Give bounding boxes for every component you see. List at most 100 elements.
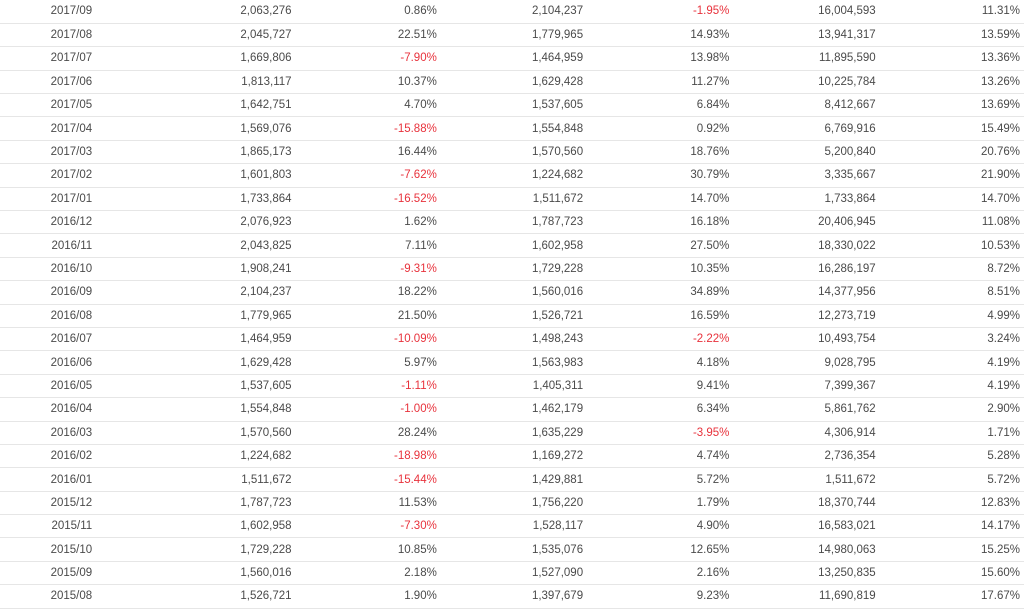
cumulative-cell: 13,941,317 [729,23,876,48]
value-b-cell: 1,787,723 [436,210,584,235]
value-a-cell: 1,729,228 [92,537,292,562]
cumulative-change-cell: 13.69% [875,93,1024,118]
value-a-cell: 1,570,560 [92,421,292,445]
month-cell: 2017/05 [0,93,93,118]
change-b-cell: -1.95% [583,0,730,24]
cumulative-cell: 5,200,840 [729,140,876,165]
cumulative-cell: 20,406,945 [729,210,876,235]
table-row: 2016/04 1,554,848 -1.00% 1,462,179 6.34% 5,86… [0,397,1024,422]
month-cell: 2016/04 [0,397,93,422]
change-b-cell: 4.74% [583,444,730,469]
change-b-cell: 9.41% [583,374,730,399]
value-a-cell: 2,104,237 [92,280,292,305]
change-b-cell: 6.84% [583,93,730,118]
table-row: 2016/09 2,104,237 18.22% 1,560,016 34.89% 14,… [0,280,1024,305]
table-row: 2017/06 1,813,117 10.37% 1,629,428 11.27% 10,… [0,70,1024,95]
table-row: 2016/06 1,629,428 5.97% 1,563,983 4.18% 9,028… [0,350,1024,375]
cumulative-change-cell: 5.28% [875,444,1024,469]
cumulative-change-cell: 12.83% [875,491,1024,516]
change-b-cell: -2.22% [583,327,730,352]
cumulative-change-cell: 5.72% [875,467,1024,492]
change-b-cell: 9.23% [583,584,730,609]
cumulative-change-cell: 17.67% [875,584,1024,609]
value-a-cell: 1,526,721 [92,584,292,609]
table-row: 2017/04 1,569,076 -15.88% 1,554,848 0.92% 6,7… [0,116,1024,141]
change-a-cell: -15.88% [291,116,437,141]
change-b-cell: 14.93% [583,23,730,48]
value-a-cell: 1,669,806 [92,46,292,71]
value-a-cell: 1,511,672 [92,467,292,492]
month-cell: 2017/07 [0,46,93,71]
change-b-cell: 2.16% [583,561,730,586]
table-row: 2016/01 1,511,672 -15.44% 1,429,881 5.72% 1,5… [0,467,1024,492]
value-a-cell: 1,464,959 [92,327,292,352]
month-cell: 2016/02 [0,444,93,469]
change-a-cell: 10.85% [291,537,437,562]
change-b-cell: 1.79% [583,491,730,516]
change-a-cell: -7.62% [291,163,437,188]
change-b-cell: 4.18% [583,350,730,375]
change-a-cell: 4.70% [291,93,437,118]
cumulative-cell: 1,733,864 [729,187,876,212]
table-row: 2015/10 1,729,228 10.85% 1,535,076 12.65% 14,… [0,537,1024,562]
value-a-cell: 2,043,825 [92,233,292,258]
month-cell: 2015/11 [0,514,93,539]
change-b-cell: 6.34% [583,397,730,422]
table-row: 2016/12 2,076,923 1.62% 1,787,723 16.18% 20,4… [0,210,1024,235]
value-a-cell: 1,865,173 [92,140,292,165]
cumulative-cell: 16,286,197 [729,257,876,282]
month-cell: 2016/07 [0,327,93,352]
value-b-cell: 2,104,237 [436,0,584,24]
cumulative-cell: 14,377,956 [729,280,876,305]
change-b-cell: 10.35% [583,257,730,282]
change-b-cell: 11.27% [583,70,730,95]
cumulative-change-cell: 11.08% [875,210,1024,235]
month-cell: 2016/06 [0,350,93,375]
cumulative-cell: 6,769,916 [729,116,876,141]
cumulative-cell: 10,225,784 [729,70,876,95]
month-cell: 2017/04 [0,116,93,141]
change-a-cell: -9.31% [291,257,437,282]
change-a-cell: 1.90% [291,584,437,609]
month-cell: 2016/01 [0,467,93,492]
table-row: 2017/02 1,601,803 -7.62% 1,224,682 30.79% 3,3… [0,163,1024,188]
value-b-cell: 1,629,428 [436,70,584,95]
change-a-cell: 2.18% [291,561,437,586]
value-a-cell: 1,554,848 [92,397,292,422]
month-cell: 2016/05 [0,374,93,399]
cumulative-cell: 2,736,354 [729,444,876,469]
value-b-cell: 1,635,229 [436,421,584,445]
month-cell: 2017/09 [0,0,93,24]
value-b-cell: 1,498,243 [436,327,584,352]
month-cell: 2016/11 [0,233,93,258]
change-b-cell: 18.76% [583,140,730,165]
value-a-cell: 1,224,682 [92,444,292,469]
table-row: 2015/09 1,560,016 2.18% 1,527,090 2.16% 13,25… [0,561,1024,586]
change-a-cell: 18.22% [291,280,437,305]
value-b-cell: 1,729,228 [436,257,584,282]
value-a-cell: 2,063,276 [92,0,292,24]
value-b-cell: 1,570,560 [436,140,584,165]
cumulative-change-cell: 4.19% [875,374,1024,399]
change-a-cell: 7.11% [291,233,437,258]
table-row: 2016/07 1,464,959 -10.09% 1,498,243 -2.22% 10… [0,327,1024,352]
value-b-cell: 1,560,016 [436,280,584,305]
change-a-cell: 0.86% [291,0,437,24]
table-row: 2015/08 1,526,721 1.90% 1,397,679 9.23% 11,69… [0,584,1024,609]
change-b-cell: 4.90% [583,514,730,539]
cumulative-change-cell: 4.99% [875,304,1024,328]
value-b-cell: 1,537,605 [436,93,584,118]
cumulative-change-cell: 15.60% [875,561,1024,586]
table-row: 2017/07 1,669,806 -7.90% 1,464,959 13.98% 11,… [0,46,1024,71]
month-cell: 2017/01 [0,187,93,212]
cumulative-cell: 16,004,593 [729,0,876,24]
cumulative-change-cell: 3.24% [875,327,1024,352]
change-b-cell: 14.70% [583,187,730,212]
change-b-cell: 34.89% [583,280,730,305]
change-b-cell: 13.98% [583,46,730,71]
change-b-cell: 16.18% [583,210,730,235]
table-row: 2016/11 2,043,825 7.11% 1,602,958 27.50% 18,3… [0,233,1024,258]
change-a-cell: 22.51% [291,23,437,48]
change-b-cell: -3.95% [583,421,730,445]
